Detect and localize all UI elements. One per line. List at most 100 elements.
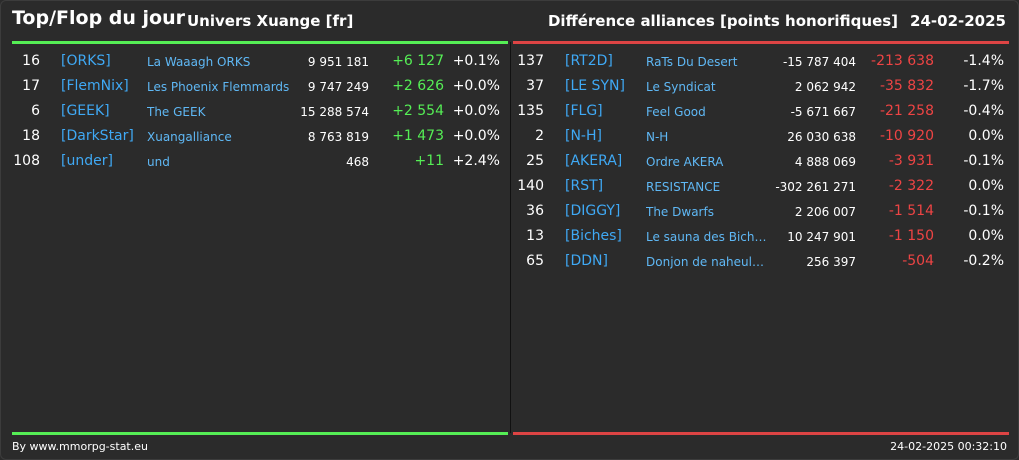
footer-timestamp: 24-02-2025 00:32:10 [890, 440, 1007, 453]
alliance-points: 8 763 819 [307, 130, 369, 144]
alliance-points: 15 288 574 [300, 105, 369, 119]
alliance-rank: 17 [22, 78, 40, 94]
universe-label: Univers Xuange [fr] [187, 12, 354, 30]
alliance-tag-link[interactable]: [DarkStar] [61, 128, 134, 144]
alliance-tag-link[interactable]: [FLG] [565, 103, 603, 119]
flop-panel: 137 [RT2D] RaTs Du Desert -15 787 404 -213 6… [513, 49, 1010, 274]
percent-change: -0.1% [963, 153, 1004, 169]
alliance-tag-link[interactable]: [ORKS] [61, 53, 111, 69]
alliance-name-link[interactable]: The Dwarfs [646, 205, 714, 219]
points-difference: -35 832 [879, 78, 934, 94]
alliance-rank: 25 [526, 153, 544, 169]
points-difference: +11 [414, 153, 444, 169]
percent-change: 0.0% [968, 228, 1004, 244]
alliance-points: 26 030 638 [787, 130, 856, 144]
date-label: 24-02-2025 [910, 12, 1006, 30]
page-title: Top/Flop du jour [12, 7, 185, 29]
alliance-points: 10 247 901 [787, 230, 856, 244]
points-difference: +2 626 [392, 78, 444, 94]
alliance-tag-link[interactable]: [DIGGY] [565, 203, 621, 219]
alliance-points: 2 062 942 [794, 80, 856, 94]
alliance-rank: 36 [526, 203, 544, 219]
alliance-rank: 108 [13, 153, 40, 169]
flop-row: 2 [N-H] N-H 26 030 638 -10 920 0.0% [513, 124, 1010, 149]
points-difference: +1 473 [392, 128, 444, 144]
flop-row: 37 [LE SYN] Le Syndicat 2 062 942 -35 832 -1.… [513, 74, 1010, 99]
top-panel: 16 [ORKS] La Waaagh ORKS 9 951 181 +6 127 +0.… [12, 49, 509, 174]
alliance-tag-link[interactable]: [RST] [565, 178, 604, 194]
flop-bottom-bar [513, 432, 1009, 435]
alliance-name-link[interactable]: Feel Good [646, 105, 706, 119]
alliance-rank: 37 [526, 78, 544, 94]
points-difference: -3 931 [888, 153, 934, 169]
flop-row: 65 [DDN] Donjon de naheulb... 256 397 -504 -0… [513, 249, 1010, 274]
alliance-name-link[interactable]: N-H [646, 130, 669, 144]
alliance-tag-link[interactable]: [N-H] [565, 128, 602, 144]
points-difference: -10 920 [879, 128, 934, 144]
alliance-tag-link[interactable]: [DDN] [565, 253, 608, 269]
alliance-rank: 65 [526, 253, 544, 269]
points-difference: +6 127 [392, 53, 444, 69]
top-row: 16 [ORKS] La Waaagh ORKS 9 951 181 +6 127 +0.… [12, 49, 509, 74]
points-difference: -21 258 [879, 103, 934, 119]
percent-change: +0.0% [452, 78, 500, 94]
alliance-rank: 13 [526, 228, 544, 244]
top-row: 18 [DarkStar] Xuangalliance 8 763 819 +1 473… [12, 124, 509, 149]
alliance-points: 468 [346, 155, 369, 169]
alliance-name-link[interactable]: Le sauna des Biche... [646, 230, 768, 244]
alliance-points: 9 747 249 [307, 80, 369, 94]
alliance-name-link[interactable]: RESISTANCE [646, 180, 721, 194]
points-difference: -2 322 [888, 178, 934, 194]
flop-row: 36 [DIGGY] The Dwarfs 2 206 007 -1 514 -0.1% [513, 199, 1010, 224]
stat-type-label: Différence alliances [points honorifique… [547, 12, 899, 30]
alliance-points: 4 888 069 [794, 155, 856, 169]
alliance-tag-link[interactable]: [Biches] [565, 228, 622, 244]
alliance-tag-link[interactable]: [under] [61, 153, 113, 169]
percent-change: -0.1% [963, 203, 1004, 219]
top-row: 17 [FlemNix] Les Phoenix Flemmards 9 747 24… [12, 74, 509, 99]
flop-row: 25 [AKERA] Ordre AKERA 4 888 069 -3 931 -0.1% [513, 149, 1010, 174]
percent-change: -1.4% [963, 53, 1004, 69]
alliance-tag-link[interactable]: [LE SYN] [565, 78, 625, 94]
flop-row: 13 [Biches] Le sauna des Biche... 10 247 90… [513, 224, 1010, 249]
alliance-name-link[interactable]: Donjon de naheulb... [646, 255, 768, 269]
alliance-tag-link[interactable]: [AKERA] [565, 153, 623, 169]
percent-change: 0.0% [968, 178, 1004, 194]
alliance-tag-link[interactable]: [GEEK] [61, 103, 110, 119]
alliance-rank: 2 [535, 128, 544, 144]
footer-credit: By www.mmorpg-stat.eu [12, 440, 148, 453]
alliance-tag-link[interactable]: [FlemNix] [61, 78, 129, 94]
alliance-points: 256 397 [806, 255, 856, 269]
percent-change: +0.0% [452, 128, 500, 144]
alliance-points: -5 671 667 [790, 105, 856, 119]
percent-change: -1.7% [963, 78, 1004, 94]
percent-change: +2.4% [452, 153, 500, 169]
points-difference: +2 554 [392, 103, 444, 119]
percent-change: -0.2% [963, 253, 1004, 269]
percent-change: -0.4% [963, 103, 1004, 119]
alliance-points: -302 261 271 [775, 180, 856, 194]
points-difference: -504 [902, 253, 934, 269]
alliance-points: 2 206 007 [794, 205, 856, 219]
top-bottom-bar [12, 432, 508, 435]
percent-change: 0.0% [968, 128, 1004, 144]
percent-change: +0.1% [452, 53, 500, 69]
header-right: Différence alliances [points honorifique… [548, 12, 1006, 30]
top-accent-bar [12, 41, 508, 44]
alliance-name-link[interactable]: Le Syndicat [646, 80, 716, 94]
points-difference: -1 150 [888, 228, 934, 244]
top-row: 108 [under] und 468 +11 +2.4% [12, 149, 509, 174]
alliance-name-link[interactable]: Ordre AKERA [646, 155, 724, 169]
alliance-rank: 6 [31, 103, 40, 119]
alliance-tag-link[interactable]: [RT2D] [565, 53, 613, 69]
points-difference: -213 638 [871, 53, 934, 69]
percent-change: +0.0% [452, 103, 500, 119]
alliance-name-link[interactable]: RaTs Du Desert [646, 55, 738, 69]
points-difference: -1 514 [888, 203, 934, 219]
alliance-rank: 140 [517, 178, 544, 194]
alliance-rank: 137 [517, 53, 544, 69]
flop-row: 137 [RT2D] RaTs Du Desert -15 787 404 -213 6… [513, 49, 1010, 74]
panel-divider [510, 42, 511, 433]
alliance-rank: 16 [22, 53, 40, 69]
